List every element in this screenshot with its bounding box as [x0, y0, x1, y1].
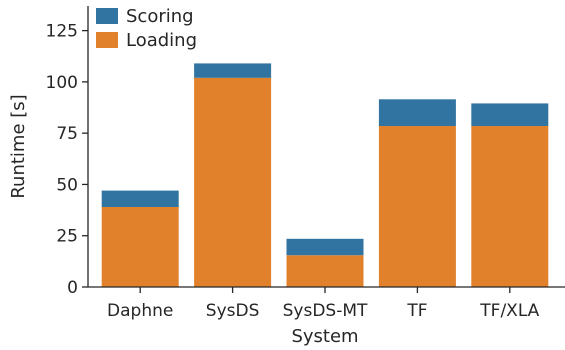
bar-loading-daphne: [101, 207, 179, 287]
bar-loading-sysds: [194, 77, 272, 287]
bar-scoring-tf-xla: [471, 103, 549, 126]
y-tick-label: 75: [56, 124, 78, 144]
y-tick-label: 100: [46, 73, 78, 93]
y-axis-title: Runtime [s]: [8, 94, 29, 198]
legend-label-loading: Loading: [126, 30, 197, 51]
x-tick-label: TF: [406, 301, 427, 321]
x-tick-label: TF/XLA: [479, 301, 539, 321]
y-tick-label: 0: [67, 278, 78, 298]
y-tick-label: 50: [56, 175, 78, 195]
bar-scoring-daphne: [101, 190, 179, 207]
x-axis-title: System: [291, 326, 358, 347]
y-tick-label: 125: [46, 22, 78, 42]
legend-label-scoring: Scoring: [126, 6, 194, 27]
bar-scoring-sysds-mt: [286, 238, 364, 256]
bar-scoring-tf: [378, 99, 456, 126]
x-tick-label: SysDS-MT: [283, 301, 368, 321]
legend: Scoring Loading: [96, 6, 197, 51]
legend-swatch-loading: [96, 32, 118, 48]
legend-swatch-scoring: [96, 8, 118, 24]
bar-scoring-sysds: [194, 63, 272, 78]
y-tick-label: 25: [56, 227, 78, 247]
bar-loading-tf-xla: [471, 126, 549, 287]
bars-group: [101, 63, 549, 287]
x-tick-label: SysDS: [206, 301, 260, 321]
x-tick-label: Daphne: [107, 301, 173, 321]
bar-loading-sysds-mt: [286, 255, 364, 287]
y-axis: 0 25 50 75 100 125: [46, 6, 89, 298]
bar-loading-tf: [378, 126, 456, 287]
x-axis: Daphne SysDS SysDS-MT TF TF/XLA: [88, 286, 565, 321]
